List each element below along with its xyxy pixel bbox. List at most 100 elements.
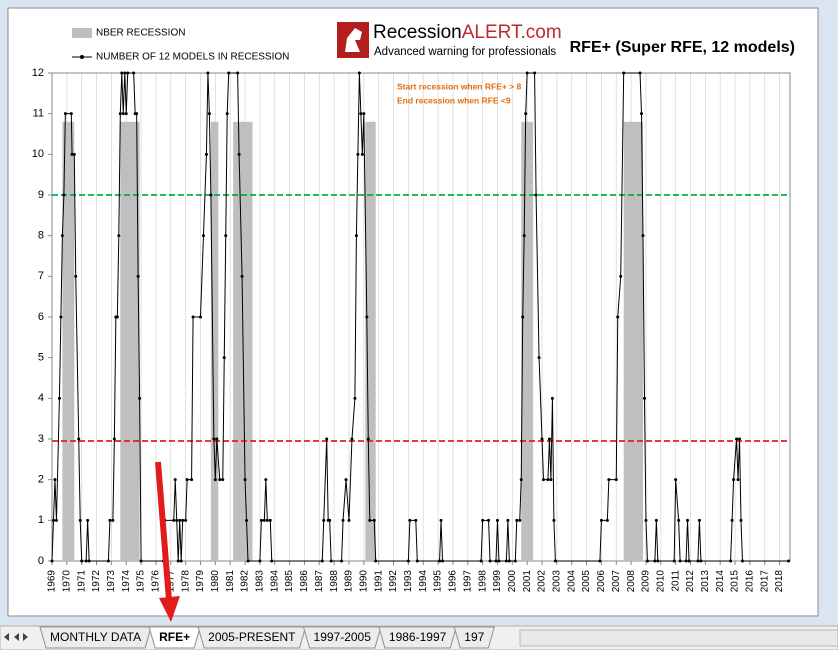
series-marker [546,478,550,482]
sheet-tab-shape [378,626,457,649]
h-scrollbar[interactable] [519,629,838,647]
series-marker [138,396,142,400]
x-tick-label: 2000 [507,570,518,593]
x-tick-label: 1982 [240,570,251,593]
x-tick-label: 1995 [433,570,444,593]
series-marker [209,193,213,197]
legend-label: NUMBER OF 12 MODELS IN RECESSION [96,52,289,63]
series-marker [108,518,112,522]
legend-swatch [72,28,92,38]
x-tick-label: 1980 [210,570,221,593]
series-marker [735,437,739,441]
legend-marker [80,55,84,59]
chart-area [7,7,819,617]
series-marker [356,152,360,156]
series-marker [642,396,646,400]
y-tick-label: 9 [38,189,44,201]
series-marker [87,559,91,563]
series-marker [519,478,523,482]
series-marker [494,559,498,563]
series-marker [622,71,626,75]
x-tick-label: 1998 [477,570,488,593]
series-marker [481,518,485,522]
tab-scroll-buttons [4,633,28,641]
y-tick-label: 2 [38,474,44,486]
series-marker [729,559,733,563]
series-marker [126,71,130,75]
series-marker [181,518,185,522]
series-marker [77,437,81,441]
annotation: End recession when RFE <9 [397,95,511,105]
series-marker [372,518,376,522]
recession-bar [210,121,219,562]
series-marker [121,112,125,116]
series-marker [136,274,140,278]
x-tick-label: 2013 [700,570,711,593]
tab-next[interactable] [23,633,28,641]
sheet-tab-label: 197 [464,630,484,644]
tab-first[interactable] [4,633,9,641]
y-tick-label: 12 [32,67,44,79]
series-marker [201,234,205,238]
series-marker [616,315,620,319]
series-marker [354,234,358,238]
series-marker [740,559,744,563]
sheet-tab[interactable]: MONTHLY DATA [39,626,152,649]
x-tick-label: 2011 [670,570,681,592]
x-tick-label: 1997 [462,570,473,593]
y-tick-label: 4 [38,392,44,404]
series-marker [513,559,517,563]
series-marker [50,559,54,563]
series-marker [123,71,127,75]
series-marker [184,518,188,522]
sheet-tab[interactable]: RFE+ [148,626,201,649]
sheet-tab[interactable]: 197 [453,626,495,649]
series-marker [739,518,743,522]
series-marker [605,518,609,522]
series-marker [222,356,226,360]
series-marker [112,437,116,441]
x-tick-label: 2009 [641,570,652,593]
series-marker [540,437,544,441]
plot: 1969 1970 1971 1972 1973 1974 1975 1976 1977 1978… [32,67,791,593]
series-marker [614,478,618,482]
series-marker [212,437,216,441]
series-marker [518,518,522,522]
series-marker [70,152,74,156]
series-marker [644,518,648,522]
series-marker [374,559,378,563]
series-marker [106,559,110,563]
x-tick-label: 1987 [314,570,325,593]
sheet-tab[interactable]: 1986-1997 [378,626,457,649]
series-marker [672,559,676,563]
series-marker [350,437,354,441]
series-marker [360,152,364,156]
x-tick-label: 1970 [61,570,72,593]
x-tick-label: 1983 [255,570,266,593]
sheet-tab[interactable]: 2005-PRESENT [197,626,307,649]
series-marker [175,518,179,522]
tab-prev[interactable] [14,633,19,641]
x-tick-label: 1972 [91,570,102,593]
series-marker [347,518,351,522]
sheet-tab-label: RFE+ [159,630,190,644]
x-tick-label: 1996 [448,570,459,593]
series-marker [268,518,272,522]
series-marker [645,559,649,563]
series-marker [677,518,681,522]
series-marker [265,518,269,522]
series-marker [57,396,61,400]
series-marker [53,478,57,482]
sheet-tab[interactable]: 1997-2005 [302,626,382,649]
series-marker [176,559,180,563]
series-marker [495,518,499,522]
series-marker [362,112,366,116]
series-marker [415,559,419,563]
x-tick-label: 2010 [655,570,666,593]
x-tick-label: 1973 [106,570,117,593]
series-marker [732,478,736,482]
series-marker [533,71,537,75]
series-marker [198,315,202,319]
series-marker [225,112,229,116]
